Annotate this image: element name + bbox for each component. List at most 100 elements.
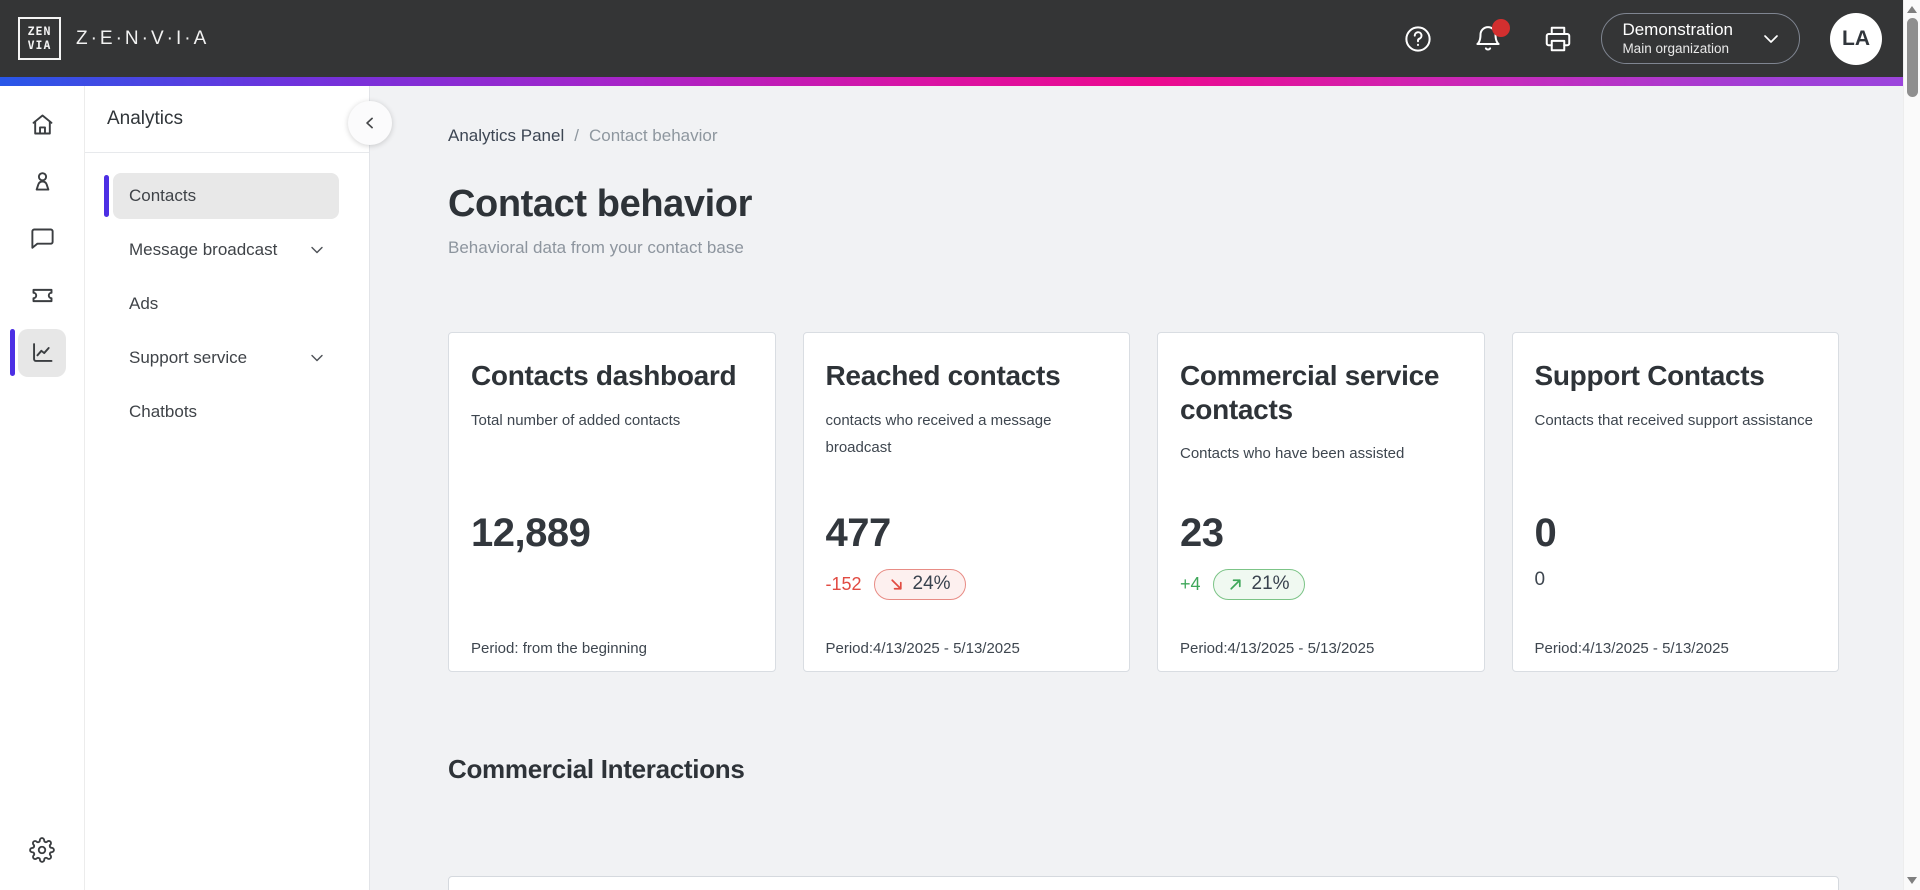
scrollbar-up-arrow[interactable] bbox=[1907, 6, 1917, 13]
section-title-commercial-interactions: Commercial Interactions bbox=[448, 754, 745, 784]
trend-badge-down: 24% bbox=[873, 569, 966, 600]
zenvia-logo-icon: ZEN VIA bbox=[18, 17, 61, 60]
brand-gradient-bar bbox=[0, 77, 1920, 86]
card-period: Period:4/13/2025 - 5/13/2025 bbox=[1180, 640, 1375, 657]
help-button[interactable] bbox=[1403, 24, 1433, 54]
rail-item-conversations[interactable] bbox=[0, 210, 85, 267]
breadcrumb-separator: / bbox=[574, 126, 579, 145]
delta-percentage: 24% bbox=[912, 573, 951, 594]
card-description: contacts who received a message broadcas… bbox=[825, 411, 1052, 456]
rail-icon-box bbox=[18, 215, 66, 263]
rail-item-tickets[interactable] bbox=[0, 267, 85, 324]
notification-dot bbox=[1492, 18, 1511, 37]
printer-icon bbox=[1546, 26, 1571, 51]
card-period: Period:4/13/2025 - 5/13/2025 bbox=[825, 640, 1020, 657]
menu-item-label: Support service bbox=[129, 348, 248, 367]
card-reached-contacts: Reached contacts contacts who received a… bbox=[802, 332, 1130, 672]
card-support-contacts: Support Contacts Contacts that received … bbox=[1511, 332, 1839, 672]
zenvia-brand[interactable]: ZEN VIA Z·E·N·V·I·A bbox=[18, 17, 209, 60]
avatar-initials: LA bbox=[1842, 26, 1870, 50]
breadcrumb-current: Contact behavior bbox=[588, 126, 718, 145]
arrow-up-right-icon bbox=[1229, 578, 1241, 590]
card-value: 477 bbox=[825, 511, 892, 555]
card-description: Contacts that received support assistanc… bbox=[1534, 411, 1813, 429]
menu-item-label: Contacts bbox=[129, 186, 197, 205]
card-metric: 12,889 bbox=[471, 509, 753, 557]
organization-text: Demonstration Main organization bbox=[1622, 19, 1733, 57]
rail-icon-box bbox=[18, 158, 66, 206]
app-shell: Analytics Contacts Message broadcast Ads… bbox=[0, 86, 1920, 890]
card-title: Contacts dashboard bbox=[471, 360, 737, 391]
chevron-down-icon bbox=[311, 354, 323, 362]
card-secondary-value: 0 bbox=[1534, 569, 1546, 590]
notifications-button[interactable] bbox=[1473, 18, 1511, 54]
chevron-down-icon bbox=[311, 246, 323, 254]
logo-mark-top: ZEN bbox=[27, 24, 52, 39]
page-subtitle: Behavioral data from your contact base bbox=[448, 238, 744, 257]
rail-item-settings[interactable] bbox=[0, 821, 85, 878]
user-avatar[interactable]: LA bbox=[1830, 12, 1882, 65]
commercial-interactions-card bbox=[448, 876, 1839, 890]
rail-item-home[interactable] bbox=[0, 96, 85, 153]
menu-item-support-service[interactable]: Support service bbox=[113, 335, 339, 381]
home-icon bbox=[32, 114, 52, 135]
chevron-down-icon bbox=[1764, 34, 1778, 43]
card-metric: 23 +4 21% bbox=[1180, 509, 1462, 600]
arrow-down-right-icon bbox=[890, 578, 902, 590]
menu-item-ads[interactable]: Ads bbox=[113, 281, 339, 327]
panel-collapse-button[interactable] bbox=[348, 101, 392, 145]
card-description: Contacts who have been assisted bbox=[1180, 445, 1405, 463]
chevron-left-icon bbox=[366, 117, 373, 129]
card-metric: 477 -152 24% bbox=[826, 509, 1108, 600]
delta-value: -152 bbox=[825, 574, 862, 594]
card-value: 12,889 bbox=[471, 511, 591, 555]
analytics-chart-icon bbox=[32, 343, 52, 362]
rail-icon-box bbox=[18, 101, 66, 149]
trend-badge-up: 21% bbox=[1212, 569, 1305, 600]
chat-bubble-icon bbox=[30, 228, 54, 249]
menu-item-label: Chatbots bbox=[129, 402, 198, 421]
analytics-panel: Analytics Contacts Message broadcast Ads… bbox=[85, 86, 370, 890]
breadcrumb-parent[interactable]: Analytics Panel bbox=[448, 126, 565, 145]
print-button[interactable] bbox=[1543, 24, 1573, 54]
card-period: Period:4/13/2025 - 5/13/2025 bbox=[1534, 640, 1729, 657]
card-description: Total number of added contacts bbox=[471, 411, 681, 429]
menu-item-contacts[interactable]: Contacts bbox=[104, 173, 339, 219]
menu-item-message-broadcast[interactable]: Message broadcast bbox=[113, 227, 339, 273]
card-commercial-service-contacts: Commercial service contacts Contacts who… bbox=[1157, 332, 1485, 672]
menu-item-label: Message broadcast bbox=[129, 240, 278, 259]
panel-divider bbox=[85, 152, 369, 153]
main-content: Analytics Panel / Contact behavior Conta… bbox=[370, 86, 1920, 890]
organization-selector[interactable]: Demonstration Main organization bbox=[1601, 13, 1800, 64]
card-period: Period: from the beginning bbox=[471, 640, 647, 657]
menu-item-chatbots[interactable]: Chatbots bbox=[113, 389, 339, 435]
panel-title: Analytics bbox=[107, 108, 184, 129]
rail-icon-box bbox=[18, 272, 66, 320]
brand-name: Z·E·N·V·I·A bbox=[76, 27, 210, 49]
scrollbar-down-arrow[interactable] bbox=[1907, 877, 1917, 884]
rail-item-analytics[interactable] bbox=[0, 324, 85, 381]
card-metric: 0 0 bbox=[1535, 509, 1817, 591]
rail-icon-box bbox=[18, 826, 66, 874]
kpi-cards-row: Contacts dashboard Total number of added… bbox=[448, 332, 1839, 672]
card-value: 0 bbox=[1534, 511, 1557, 555]
scrollbar-thumb[interactable] bbox=[1907, 18, 1918, 97]
card-title: Support Contacts bbox=[1534, 360, 1765, 391]
bell-icon bbox=[1476, 25, 1501, 51]
rail-icon-box bbox=[18, 328, 66, 377]
organization-name: Demonstration bbox=[1622, 20, 1733, 40]
settings-gear-icon bbox=[29, 836, 55, 863]
card-value: 23 bbox=[1180, 511, 1224, 555]
delta-row: +4 21% bbox=[1180, 569, 1462, 600]
card-title: Reached contacts bbox=[825, 360, 1061, 391]
page-title: Contact behavior bbox=[448, 183, 752, 225]
scrollbar bbox=[1903, 0, 1920, 890]
delta-percentage: 21% bbox=[1251, 573, 1290, 594]
delta-row: -152 24% bbox=[826, 569, 1108, 600]
rail-item-contacts[interactable] bbox=[0, 153, 85, 210]
topbar-actions: Demonstration Main organization LA bbox=[1363, 12, 1882, 65]
contacts-person-icon bbox=[35, 172, 49, 191]
menu-item-label: Ads bbox=[129, 294, 159, 313]
card-title: Commercial service contacts bbox=[1180, 360, 1440, 425]
organization-subtitle: Main organization bbox=[1622, 40, 1730, 56]
